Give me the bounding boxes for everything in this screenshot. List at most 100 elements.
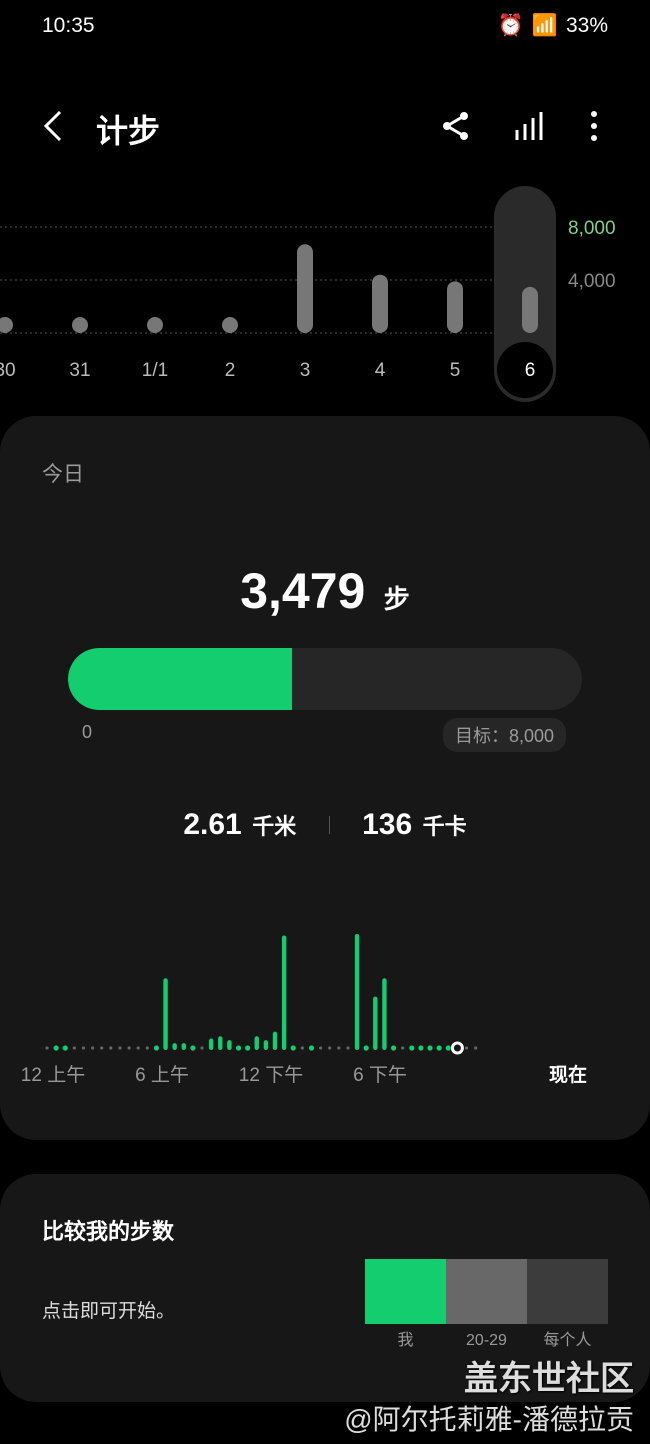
- day-dot: [222, 317, 238, 333]
- compare-label: 我: [397, 1332, 414, 1349]
- day-label: 3: [300, 360, 311, 381]
- status-time: 10:35: [42, 14, 95, 37]
- compare-block: 20-29: [446, 1259, 527, 1350]
- day-label: 1/1: [142, 360, 168, 381]
- slot-dot: [418, 1045, 424, 1051]
- slot-dot: [235, 1045, 242, 1051]
- slot-bar: [382, 978, 387, 1050]
- compare-card[interactable]: 比较我的步数 点击即可开始。 我 20-29 每个人: [0, 1174, 650, 1402]
- slot-bar: [181, 1043, 186, 1050]
- empty-slot-dot: [474, 1046, 478, 1050]
- slot-bar: [281, 935, 287, 1050]
- progress-fill: [68, 648, 292, 710]
- day-label: 30: [0, 360, 16, 381]
- empty-slot-dot: [145, 1046, 149, 1050]
- compare-bar: [527, 1259, 608, 1324]
- empty-slot-dot: [127, 1046, 131, 1050]
- compare-label: 20-29: [466, 1332, 507, 1349]
- slot-dot: [245, 1045, 251, 1051]
- slot-bar: [218, 1036, 223, 1050]
- slot-dot: [53, 1045, 59, 1051]
- calories-unit: 千卡: [422, 814, 467, 839]
- hourly-steps-chart[interactable]: 12 上午 6 上午 12 下午 6 下午 现在: [0, 916, 650, 1106]
- calories-value: 136: [362, 808, 413, 841]
- empty-slot-dot: [136, 1046, 140, 1050]
- step-value: 3,479: [240, 563, 366, 619]
- step-unit: 步: [383, 584, 410, 614]
- status-icons: ⏰ 📶 33%: [498, 14, 608, 38]
- slot-dot: [409, 1045, 415, 1051]
- more-vertical-icon[interactable]: [586, 110, 602, 142]
- slot-dot: [390, 1045, 397, 1051]
- empty-slot-dot: [346, 1046, 350, 1050]
- slot-dot: [436, 1045, 442, 1051]
- now-marker: [450, 1041, 464, 1055]
- day-label: 2: [225, 360, 236, 381]
- empty-slot-dot: [72, 1046, 76, 1050]
- slot-dot: [445, 1045, 451, 1051]
- share-icon[interactable]: [440, 110, 472, 142]
- day-label: 5: [450, 360, 461, 381]
- chevron-left-icon[interactable]: [40, 108, 68, 144]
- slot-bar: [208, 1038, 214, 1050]
- watermark-logo: 盖东世社区: [464, 1360, 634, 1398]
- day-bar: [447, 281, 463, 333]
- empty-slot-dot: [91, 1046, 95, 1050]
- slot-dot: [153, 1045, 160, 1051]
- alarm-icon: ⏰: [497, 14, 524, 37]
- day-bar: [522, 286, 538, 333]
- page-title: 计步: [96, 113, 161, 149]
- watermark-author: @阿尔托莉雅-潘德拉贡: [344, 1404, 634, 1435]
- slot-bar: [354, 934, 360, 1050]
- slot-bar: [227, 1040, 232, 1050]
- slot-bar: [263, 1040, 269, 1050]
- wifi-icon: 📶: [531, 14, 558, 37]
- distance-value: 2.61: [183, 808, 242, 841]
- slot-dot: [427, 1045, 433, 1051]
- compare-hint: 点击即可开始。: [42, 1301, 176, 1322]
- x-tick-label: 12 上午: [21, 1064, 85, 1086]
- slot-bar: [272, 1031, 278, 1050]
- distance-unit: 千米: [252, 814, 297, 839]
- battery-level: 33%: [565, 14, 608, 37]
- empty-slot-dot: [200, 1046, 204, 1050]
- compare-title: 比较我的步数: [42, 1219, 175, 1244]
- x-tick-label: 12 下午: [239, 1064, 303, 1086]
- day-bar: [372, 274, 388, 333]
- compare-block: 每个人: [527, 1259, 608, 1350]
- slot-dot: [308, 1045, 315, 1051]
- x-tick-label: 6 下午: [353, 1064, 407, 1086]
- x-tick-label: 6 上午: [135, 1064, 189, 1086]
- empty-slot-dot: [118, 1046, 122, 1050]
- slot-bar: [254, 1036, 259, 1050]
- x-tick-label: 现在: [549, 1063, 587, 1086]
- empty-slot-dot: [337, 1046, 341, 1050]
- empty-slot-dot: [109, 1046, 113, 1050]
- slot-bar: [373, 996, 378, 1050]
- bar-chart-icon[interactable]: [514, 110, 546, 142]
- empty-slot-dot: [328, 1046, 332, 1050]
- divider: [328, 816, 330, 834]
- day-dot: [0, 317, 13, 333]
- tick-label: 8,000: [568, 218, 616, 239]
- empty-slot-dot: [464, 1046, 469, 1050]
- goal-badge[interactable]: 目标：8,000: [442, 718, 566, 752]
- slot-bar: [163, 978, 168, 1050]
- slot-dot: [62, 1045, 68, 1051]
- empty-slot-dot: [81, 1046, 86, 1050]
- empty-slot-dot: [319, 1046, 323, 1050]
- empty-slot-dot: [401, 1046, 405, 1050]
- compare-block: 我: [365, 1259, 446, 1350]
- day-dot: [147, 317, 163, 333]
- empty-slot-dot: [100, 1046, 104, 1050]
- step-count: 3,479 步: [0, 562, 650, 620]
- compare-label: 每个人: [543, 1332, 592, 1349]
- slot-dot: [190, 1045, 196, 1051]
- slot-dot: [290, 1045, 296, 1051]
- progress-min: 0: [82, 722, 93, 742]
- compare-blocks: 我 20-29 每个人: [365, 1259, 608, 1350]
- day-dot: [72, 317, 88, 333]
- slot-dot: [363, 1045, 369, 1051]
- weekly-steps-chart[interactable]: 8,000 4,000 30 31 1/1 2 3 4 5 6: [0, 180, 650, 410]
- today-label: 今日: [42, 463, 84, 486]
